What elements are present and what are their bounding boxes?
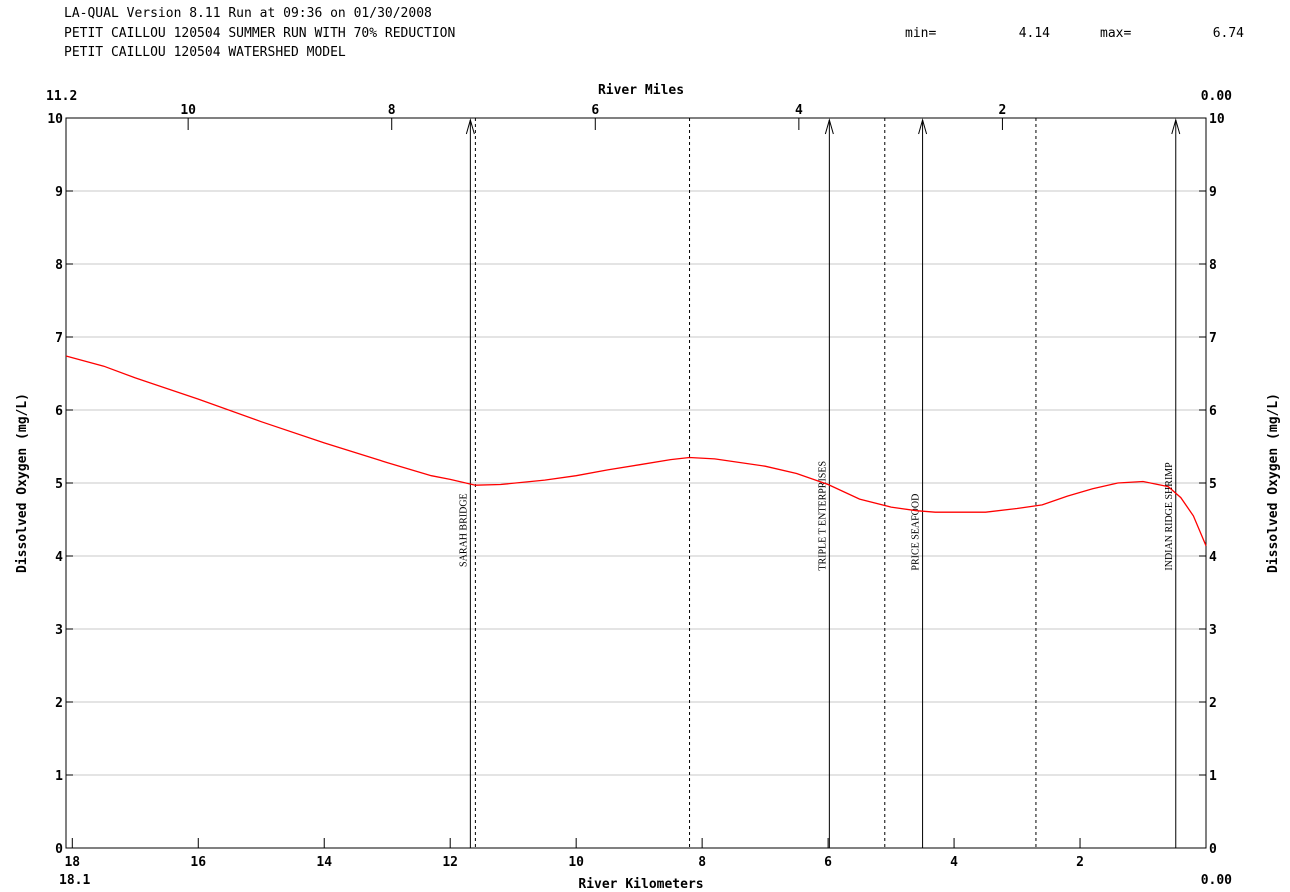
grid-lines	[66, 190, 1206, 776]
y2-tick-label-2: 2	[1209, 696, 1217, 711]
header-line-3: PETIT CAILLOU 120504 WATERSHED MODEL	[64, 45, 346, 60]
y-tick-label-0: 0	[55, 842, 63, 857]
x-tick-label-2: 14	[316, 855, 332, 870]
dotted-reach-lines	[474, 118, 1037, 848]
y2-tick-label-7: 7	[1209, 331, 1217, 346]
y2-tick-label-1: 1	[1209, 769, 1217, 784]
y2-tick-label-4: 4	[1209, 550, 1217, 565]
max-label: max=	[1100, 26, 1131, 41]
y2-tick-label-6: 6	[1209, 404, 1217, 419]
y-tick-label-6: 6	[55, 404, 63, 419]
x2-tick-label-3: 4	[795, 103, 803, 118]
marker-label-0: SARAH BRIDGE	[458, 493, 469, 567]
x-edge-label-left: 18.1	[59, 873, 90, 888]
x-tick-label-0: 18	[64, 855, 80, 870]
x-tick-label-1: 16	[190, 855, 206, 870]
marker-arrow-3	[1171, 118, 1181, 135]
x-tick-label-7: 4	[950, 855, 958, 870]
min-value: 4.14	[1019, 26, 1050, 41]
x-edge-label-right: 0.00	[1201, 873, 1232, 888]
marker-label-2: PRICE SEAFOOD	[911, 494, 922, 571]
x-tick-label-4: 10	[568, 855, 584, 870]
marker-arrow-2	[918, 118, 928, 135]
point-source-markers: SARAH BRIDGE TRIPLE T ENTERPRISES PRICE SE…	[458, 118, 1181, 848]
y-axis-title: Dissolved Oxygen (mg/L)	[15, 393, 30, 573]
y-tick-label-10: 10	[47, 112, 63, 127]
x2-tick-label-0: 10	[180, 103, 196, 118]
do-series-line	[65, 355, 1207, 547]
y2-tick-label-5: 5	[1209, 477, 1217, 492]
y2-tick-label-8: 8	[1209, 258, 1217, 273]
x-axis-title: River Kilometers	[578, 877, 703, 892]
x2-tick-label-1: 8	[388, 103, 396, 118]
x2-tick-label-2: 6	[591, 103, 599, 118]
marker-label-1: TRIPLE T ENTERPRISES	[817, 461, 828, 571]
y-tick-label-1: 1	[55, 769, 63, 784]
min-label: min=	[905, 26, 936, 41]
x2-axis-title: River Miles	[598, 83, 684, 98]
y2-tick-label-10: 10	[1209, 112, 1225, 127]
x-tick-label-8: 2	[1076, 855, 1084, 870]
y-tick-label-8: 8	[55, 258, 63, 273]
x2-edge-label-left: 11.2	[46, 89, 77, 104]
y2-tick-label-9: 9	[1209, 185, 1217, 200]
y2-tick-label-0: 0	[1209, 842, 1217, 857]
y-tick-label-5: 5	[55, 477, 63, 492]
y-tick-label-9: 9	[55, 185, 63, 200]
marker-arrow-1	[824, 118, 834, 135]
x2-tick-label-4: 2	[999, 103, 1007, 118]
y-tick-label-7: 7	[55, 331, 63, 346]
marker-label-3: INDIAN RIDGE SHRIMP	[1164, 462, 1175, 571]
header-line-2: PETIT CAILLOU 120504 SUMMER RUN WITH 70%…	[64, 26, 455, 41]
y-tick-label-3: 3	[55, 623, 63, 638]
y-tick-label-2: 2	[55, 696, 63, 711]
y2-axis-title: Dissolved Oxygen (mg/L)	[1266, 393, 1281, 573]
x2-edge-label-right: 0.00	[1201, 89, 1232, 104]
x-tick-label-6: 6	[824, 855, 832, 870]
max-value: 6.74	[1213, 26, 1244, 41]
x-tick-label-5: 8	[698, 855, 706, 870]
y-tick-label-4: 4	[55, 550, 63, 565]
x-tick-label-3: 12	[442, 855, 458, 870]
y2-tick-label-3: 3	[1209, 623, 1217, 638]
header-line-1: LA-QUAL Version 8.11 Run at 09:36 on 01/…	[64, 6, 432, 21]
marker-arrow-0	[465, 118, 475, 135]
